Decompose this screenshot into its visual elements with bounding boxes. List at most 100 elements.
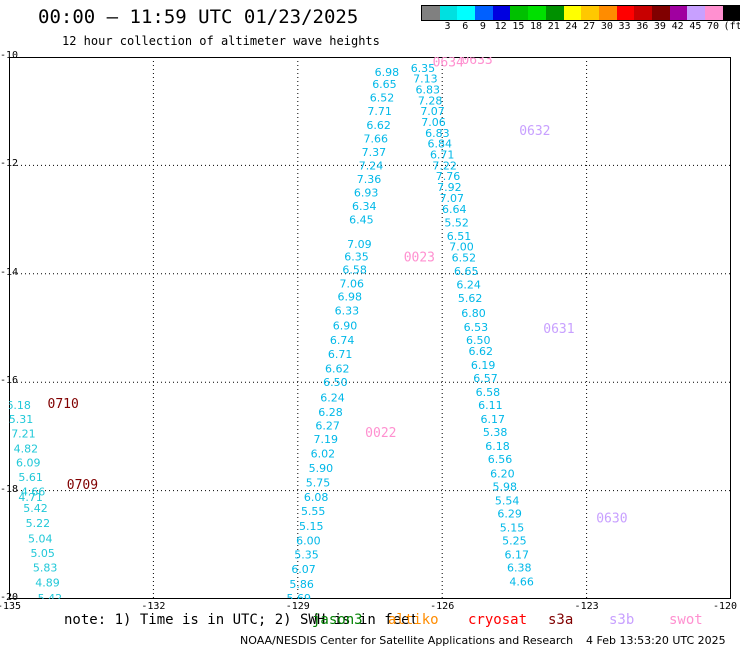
swh-value-descending: 6.19 — [471, 359, 496, 372]
swh-value-descending: 6.20 — [490, 467, 515, 480]
legend-label: 45 — [689, 21, 702, 32]
legend-swatch — [492, 6, 511, 20]
swh-value-ascending: 6.71 — [328, 348, 353, 361]
map-plot-area: 6.98 6.65 6.52 7.71 6.62 7.66 7.37 7.24 7.36 6.93… — [9, 57, 731, 599]
swh-value-descending: 5.54 — [495, 494, 520, 507]
swh-value-west: 5.31 — [9, 413, 33, 426]
satellite-label-s3b: s3b — [609, 612, 635, 628]
legend-swatch — [528, 6, 546, 20]
swh-value-ascending: 6.35 — [344, 250, 369, 263]
swh-value-descending: 6.84 — [428, 138, 453, 151]
swh-value-ascending: 7.36 — [357, 173, 382, 186]
swh-value-ascending: 6.62 — [325, 363, 350, 376]
pass-time-tag: 0709 — [67, 478, 98, 493]
swh-value-descending: 5.52 — [444, 216, 469, 229]
pass-time-tag: 0632 — [519, 124, 550, 139]
swh-value-ascending: 6.74 — [330, 334, 355, 347]
legend-label: 70 — [707, 21, 720, 32]
legend-unit-label: (ft) — [723, 21, 740, 32]
pass-time-tag: 0022 — [365, 426, 396, 441]
pass-time-tag: 0631 — [543, 322, 574, 337]
latitude-tick-label: -20 — [0, 592, 19, 603]
swh-value-descending: 7.92 — [437, 181, 462, 194]
satellite-label-cryosat: cryosat — [468, 612, 528, 628]
swh-value-ascending: 6.02 — [311, 448, 336, 461]
legend-label: 18 — [530, 21, 543, 32]
swh-value-west: 4.71 — [18, 491, 43, 504]
swh-value-ascending: 6.33 — [335, 305, 360, 318]
swh-value-descending: 6.71 — [430, 149, 455, 162]
swh-value-ascending: 6.58 — [342, 263, 367, 276]
swh-value-descending: 6.58 — [476, 386, 501, 399]
legend-swatch — [722, 6, 740, 20]
legend-label: 21 — [547, 21, 560, 32]
swh-value-descending: 5.98 — [493, 480, 518, 493]
swh-value-west: 5.04 — [28, 532, 53, 545]
swh-value-west: 5.42 — [38, 592, 63, 599]
swh-value-descending: 7.07 — [420, 105, 445, 118]
swh-value-descending: 7.07 — [440, 192, 465, 205]
swh-value-ascending: 6.98 — [375, 66, 400, 79]
swh-value-ascending: 6.24 — [320, 391, 345, 404]
pass-time-tag: 0710 — [48, 397, 79, 412]
pass-time-tag: 0630 — [596, 512, 627, 527]
legend-swatch — [651, 6, 670, 20]
swh-value-descending: 6.29 — [497, 507, 522, 520]
legend-label: 6 — [462, 21, 469, 32]
swh-value-descending: 6.11 — [478, 399, 503, 412]
legend-swatch — [439, 6, 458, 20]
swh-value-west: 4.66 — [21, 486, 46, 499]
color-legend — [421, 5, 740, 21]
swh-value-descending: 6.17 — [505, 549, 530, 562]
latitude-tick-label: -10 — [0, 50, 19, 61]
satellite-label-altiko: altiko — [388, 612, 439, 628]
swh-value-west: 5.42 — [23, 502, 48, 515]
legend-label: 9 — [479, 21, 486, 32]
legend-label: 24 — [565, 21, 578, 32]
swh-value-ascending: 7.09 — [347, 238, 372, 251]
swh-value-west: 4.89 — [35, 577, 60, 590]
swh-value-ascending: 7.71 — [367, 105, 392, 118]
legend-label: 33 — [618, 21, 631, 32]
swh-value-ascending: 6.45 — [349, 214, 374, 227]
plot-frame — [9, 57, 731, 599]
swh-value-ascending: 6.90 — [333, 319, 358, 332]
swh-value-west: 4.82 — [14, 442, 39, 455]
swh-value-ascending: 7.37 — [362, 146, 387, 159]
swh-value-ascending: 6.27 — [315, 420, 340, 433]
legend-swatch — [634, 6, 652, 20]
longitude-tick-label: -123 — [574, 601, 599, 612]
swh-value-descending: 6.64 — [442, 203, 467, 216]
swh-value-descending: 7.22 — [432, 159, 457, 172]
legend-swatch — [687, 6, 705, 20]
pass-time-tag: 0633 — [461, 57, 492, 68]
swh-value-ascending: 6.98 — [338, 291, 363, 304]
swh-value-descending: 6.65 — [454, 265, 479, 278]
latitude-tick-label: -16 — [0, 375, 19, 387]
pass-time-tag: 0634 — [433, 57, 464, 70]
swh-value-descending: 7.00 — [449, 241, 474, 254]
swh-value-descending: 5.38 — [483, 426, 508, 439]
swh-value-descending: 7.06 — [421, 116, 446, 129]
swh-value-west: 5.05 — [30, 547, 55, 560]
swh-value-descending: 5.62 — [458, 292, 483, 305]
swh-value-descending: 6.17 — [480, 413, 505, 426]
legend-swatch — [457, 6, 476, 20]
latitude-tick-label: -14 — [0, 266, 19, 278]
swh-value-ascending: 6.65 — [372, 78, 397, 91]
legend-swatch — [475, 6, 493, 20]
swh-value-ascending: 7.06 — [339, 278, 364, 291]
swh-value-ascending: 5.86 — [289, 578, 314, 591]
latitude-tick-label: -12 — [0, 158, 19, 170]
satellite-label-jason3: jason3 — [312, 612, 363, 628]
swh-value-descending: 6.35 — [411, 62, 436, 75]
swh-value-west: 7.21 — [11, 428, 36, 441]
swh-value-descending: 6.52 — [452, 252, 477, 265]
page-subtitle: 12 hour collection of altimeter wave hei… — [62, 34, 380, 48]
longitude-tick-label: -129 — [285, 601, 310, 612]
swh-value-ascending: 6.08 — [304, 491, 329, 504]
swh-value-descending: 4.66 — [509, 576, 534, 589]
swh-value-descending: 6.24 — [456, 279, 481, 292]
swh-value-descending: 6.83 — [425, 127, 450, 140]
